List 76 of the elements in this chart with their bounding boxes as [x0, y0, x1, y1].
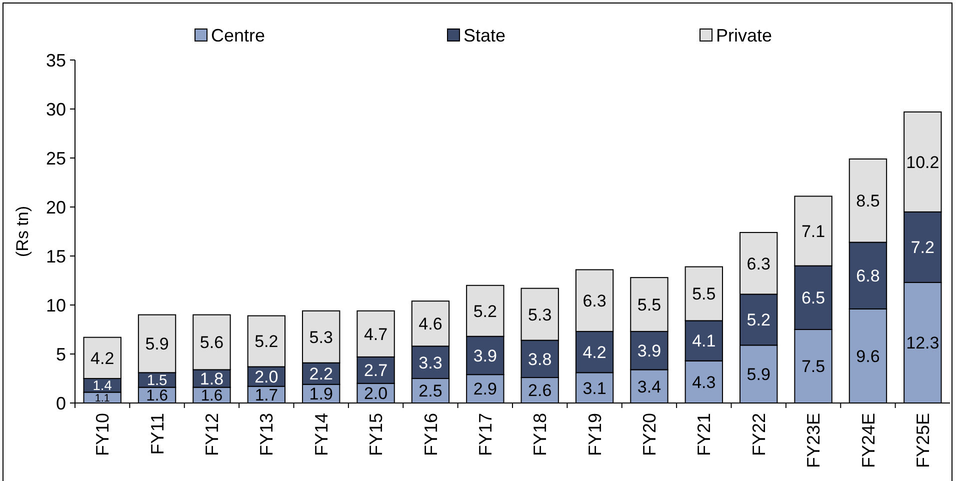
data-label: 2.0 [364, 384, 388, 404]
data-label: 5.9 [145, 334, 169, 354]
data-label: 2.0 [254, 367, 278, 386]
y-tick-label: 30 [46, 99, 66, 120]
data-label: 2.7 [364, 361, 388, 380]
data-label: 2.5 [418, 382, 442, 401]
data-label: 3.4 [637, 377, 662, 396]
data-label: 1.1 [94, 392, 110, 404]
data-label: 4.6 [418, 314, 442, 334]
x-tick-label: FY21 [694, 413, 714, 456]
y-tick-label: 25 [46, 148, 66, 168]
x-tick-label: FY10 [92, 413, 113, 456]
data-label: 4.2 [90, 348, 114, 368]
data-label: 3.1 [582, 378, 606, 398]
y-tick-label: 35 [46, 50, 66, 70]
legend-label: State [464, 25, 506, 46]
x-tick-label: FY20 [640, 413, 660, 456]
x-tick-label: FY12 [202, 413, 222, 456]
data-label: 2.2 [309, 364, 333, 384]
data-label: 3.9 [473, 346, 497, 366]
data-label: 5.9 [746, 365, 770, 384]
data-label: 7.1 [801, 222, 826, 241]
data-label: 2.9 [473, 380, 497, 399]
data-label: 3.3 [418, 353, 442, 372]
x-tick-label: FY11 [147, 413, 168, 455]
data-label: 6.5 [801, 288, 826, 308]
x-tick-label: FY25E [912, 413, 933, 468]
x-tick-label: FY13 [256, 413, 277, 456]
data-label: 1.4 [92, 378, 112, 394]
y-tick-label: 15 [46, 246, 66, 266]
data-label: 4.1 [692, 332, 716, 351]
data-label: 8.5 [856, 192, 880, 211]
data-label: 4.2 [582, 342, 606, 362]
legend-label: Private [716, 25, 772, 46]
data-label: 4.7 [364, 324, 388, 344]
data-label: 6.3 [582, 292, 606, 311]
data-label: 1.6 [146, 388, 168, 405]
data-label: 5.5 [692, 284, 716, 304]
data-label: 5.3 [309, 328, 333, 347]
data-label: 3.8 [528, 350, 552, 369]
data-label: 6.8 [856, 266, 880, 286]
data-label: 5.6 [200, 333, 224, 352]
data-label: 1.8 [200, 369, 224, 388]
x-tick-label: FY16 [420, 413, 441, 456]
data-label: 1.6 [200, 388, 223, 405]
data-label: 10.2 [906, 152, 940, 172]
data-label: 1.9 [309, 384, 333, 404]
x-tick-label: FY18 [530, 413, 550, 456]
data-label: 7.5 [801, 357, 826, 376]
data-label: 2.6 [528, 381, 552, 400]
legend-label: Centre [211, 25, 266, 46]
data-label: 1.7 [254, 386, 278, 404]
y-tick-label: 5 [56, 344, 66, 364]
data-label: 5.5 [637, 295, 662, 314]
data-label: 5.3 [528, 305, 552, 324]
x-tick-label: FY14 [311, 413, 332, 456]
y-tick-label: 0 [56, 393, 66, 414]
data-label: 3.9 [637, 342, 662, 361]
data-label: 7.2 [910, 238, 934, 258]
data-label: 5.2 [254, 332, 278, 352]
data-label: 6.3 [746, 254, 770, 274]
y-tick-label: 10 [46, 295, 66, 316]
x-tick-label: FY15 [366, 413, 386, 456]
x-tick-label: FY19 [584, 413, 605, 456]
data-label: 5.2 [746, 310, 770, 330]
data-label: 4.3 [692, 372, 716, 392]
x-tick-label: FY24E [858, 413, 878, 468]
y-tick-label: 20 [46, 197, 66, 218]
data-label: 9.6 [856, 346, 880, 366]
y-axis-title: (Rs tn) [12, 206, 32, 257]
x-tick-label: FY23E [804, 413, 824, 468]
data-label: 1.5 [146, 373, 168, 390]
x-tick-label: FY17 [475, 413, 496, 456]
data-label: 5.2 [473, 302, 497, 321]
x-tick-label: FY22 [748, 413, 769, 456]
data-label: 12.3 [906, 334, 940, 353]
